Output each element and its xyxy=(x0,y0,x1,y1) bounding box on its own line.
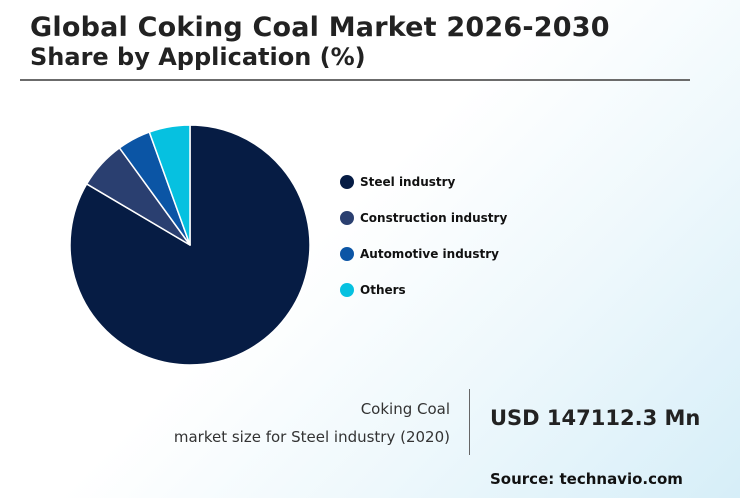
legend-label-construction-industry: Construction industry xyxy=(360,211,508,225)
market-size-divider xyxy=(469,389,470,455)
chart-title: Global Coking Coal Market 2026-2030 xyxy=(30,12,610,43)
pie-slice-others xyxy=(148,124,191,246)
legend-swatch-steel-industry xyxy=(340,175,354,189)
legend-swatch-automotive-industry xyxy=(340,247,354,261)
source-credit: Source: technavio.com xyxy=(490,470,683,488)
legend-label-steel-industry: Steel industry xyxy=(360,175,456,189)
title-divider xyxy=(20,79,690,81)
chart-subtitle: Share by Application (%) xyxy=(30,43,366,71)
legend-label-automotive-industry: Automotive industry xyxy=(360,247,499,261)
market-size-label-line1: Coking Coal xyxy=(360,400,450,418)
legend-swatch-others xyxy=(340,283,354,297)
market-size-value: USD 147112.3 Mn xyxy=(490,406,701,430)
legend-label-others: Others xyxy=(360,283,406,297)
legend-swatch-construction-industry xyxy=(340,211,354,225)
market-size-label-line2: market size for Steel industry (2020) xyxy=(173,428,450,446)
pie-slice-steel-industry xyxy=(69,124,311,366)
